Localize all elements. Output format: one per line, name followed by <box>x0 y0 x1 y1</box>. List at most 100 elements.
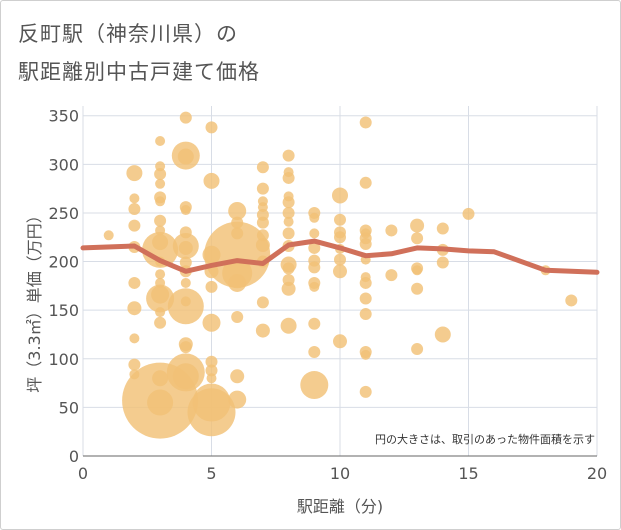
data-bubble <box>359 176 372 189</box>
data-bubble <box>359 385 372 398</box>
data-bubble <box>151 285 170 304</box>
data-bubble <box>257 202 268 213</box>
data-bubble <box>179 256 192 269</box>
data-bubble <box>308 261 321 274</box>
data-bubble <box>205 355 218 368</box>
data-bubble <box>282 274 295 287</box>
trend-line-layer <box>80 238 600 275</box>
data-bubble <box>228 273 247 292</box>
x-tick-label: 20 <box>587 464 607 483</box>
x-tick-label: 0 <box>78 464 88 483</box>
data-bubble <box>230 369 245 384</box>
data-bubble <box>410 218 425 233</box>
data-bubble <box>147 389 174 416</box>
data-bubble <box>154 168 167 181</box>
data-bubble <box>360 272 371 283</box>
data-bubble <box>256 229 269 242</box>
data-bubble <box>283 216 294 227</box>
data-bubble <box>152 370 169 387</box>
data-bubble <box>282 227 295 240</box>
data-bubble <box>129 369 140 380</box>
data-bubble <box>359 292 372 305</box>
data-bubble <box>126 165 143 182</box>
data-bubble <box>359 308 372 321</box>
data-bubble <box>280 317 297 334</box>
x-tick-label: 10 <box>330 464 350 483</box>
data-bubble <box>333 334 347 349</box>
data-bubble <box>462 207 475 220</box>
data-bubble <box>436 222 449 235</box>
data-bubble <box>154 316 167 329</box>
data-bubble <box>411 232 424 245</box>
data-bubble <box>204 221 271 288</box>
data-bubble <box>411 343 424 356</box>
data-bubble <box>282 149 295 162</box>
average-trend-line <box>80 238 600 275</box>
data-bubble <box>308 317 321 330</box>
data-bubble <box>128 203 141 216</box>
data-bubble <box>179 111 192 124</box>
data-bubble <box>565 294 578 307</box>
data-bubble <box>129 333 140 344</box>
y-tick-label: 350 <box>48 107 79 126</box>
data-bubble <box>180 277 191 288</box>
data-bubble <box>283 167 294 178</box>
data-bubble <box>228 202 247 220</box>
data-bubble <box>385 269 398 282</box>
data-bubble <box>172 363 199 390</box>
y-tick-label: 0 <box>69 447 79 466</box>
data-bubble <box>359 238 372 251</box>
data-bubble <box>205 121 218 134</box>
data-bubble <box>129 193 140 204</box>
y-tick-label: 100 <box>48 350 79 369</box>
data-bubble <box>180 296 191 307</box>
data-bubble <box>360 349 371 360</box>
data-bubble <box>128 358 141 371</box>
data-bubble <box>155 178 166 189</box>
y-tick-label: 50 <box>59 398 79 417</box>
data-bubble <box>152 234 169 251</box>
bubble-size-note: 円の大きさは、取引のあった物件面積を示す <box>375 432 595 446</box>
data-bubble <box>179 226 192 239</box>
data-bubble <box>256 161 269 174</box>
data-bubble <box>334 253 346 266</box>
data-bubble <box>231 216 244 229</box>
data-bubble <box>202 313 221 332</box>
data-bubble <box>283 191 294 202</box>
y-tick-label: 250 <box>48 204 79 223</box>
data-bubble <box>308 345 321 358</box>
data-bubble <box>231 310 244 323</box>
data-bubble <box>256 182 269 195</box>
data-bubble <box>155 307 166 318</box>
data-bubble <box>333 264 347 279</box>
data-bubble <box>255 238 270 253</box>
data-bubble <box>334 213 346 226</box>
data-bubble <box>360 228 371 239</box>
data-bubble <box>155 161 166 172</box>
data-bubble <box>179 341 192 354</box>
data-bubble <box>128 276 141 289</box>
data-bubble <box>436 256 449 269</box>
data-bubble <box>177 148 194 165</box>
data-bubble <box>282 262 295 275</box>
bubble-layer <box>103 111 578 439</box>
data-bubble <box>155 136 166 146</box>
x-tick-label: 15 <box>458 464 478 483</box>
data-bubble <box>180 205 191 216</box>
data-bubble <box>178 240 193 255</box>
x-axis-label: 駅距離（分) <box>297 497 383 516</box>
data-bubble <box>281 281 296 296</box>
chart-title-line2: 駅距離別中古戸建て価格 <box>18 60 260 84</box>
chart-title-line1: 反町駅（神奈川県）の <box>18 22 238 46</box>
data-bubble <box>127 301 142 316</box>
data-bubble <box>155 269 166 280</box>
y-tick-label: 300 <box>48 155 79 174</box>
data-bubble <box>385 224 398 237</box>
data-bubble <box>434 326 451 343</box>
data-bubble <box>255 323 270 338</box>
data-bubble <box>256 216 269 229</box>
data-bubble <box>205 280 218 293</box>
data-bubble <box>228 390 247 409</box>
data-bubble <box>205 364 218 377</box>
data-bubble <box>334 231 346 244</box>
